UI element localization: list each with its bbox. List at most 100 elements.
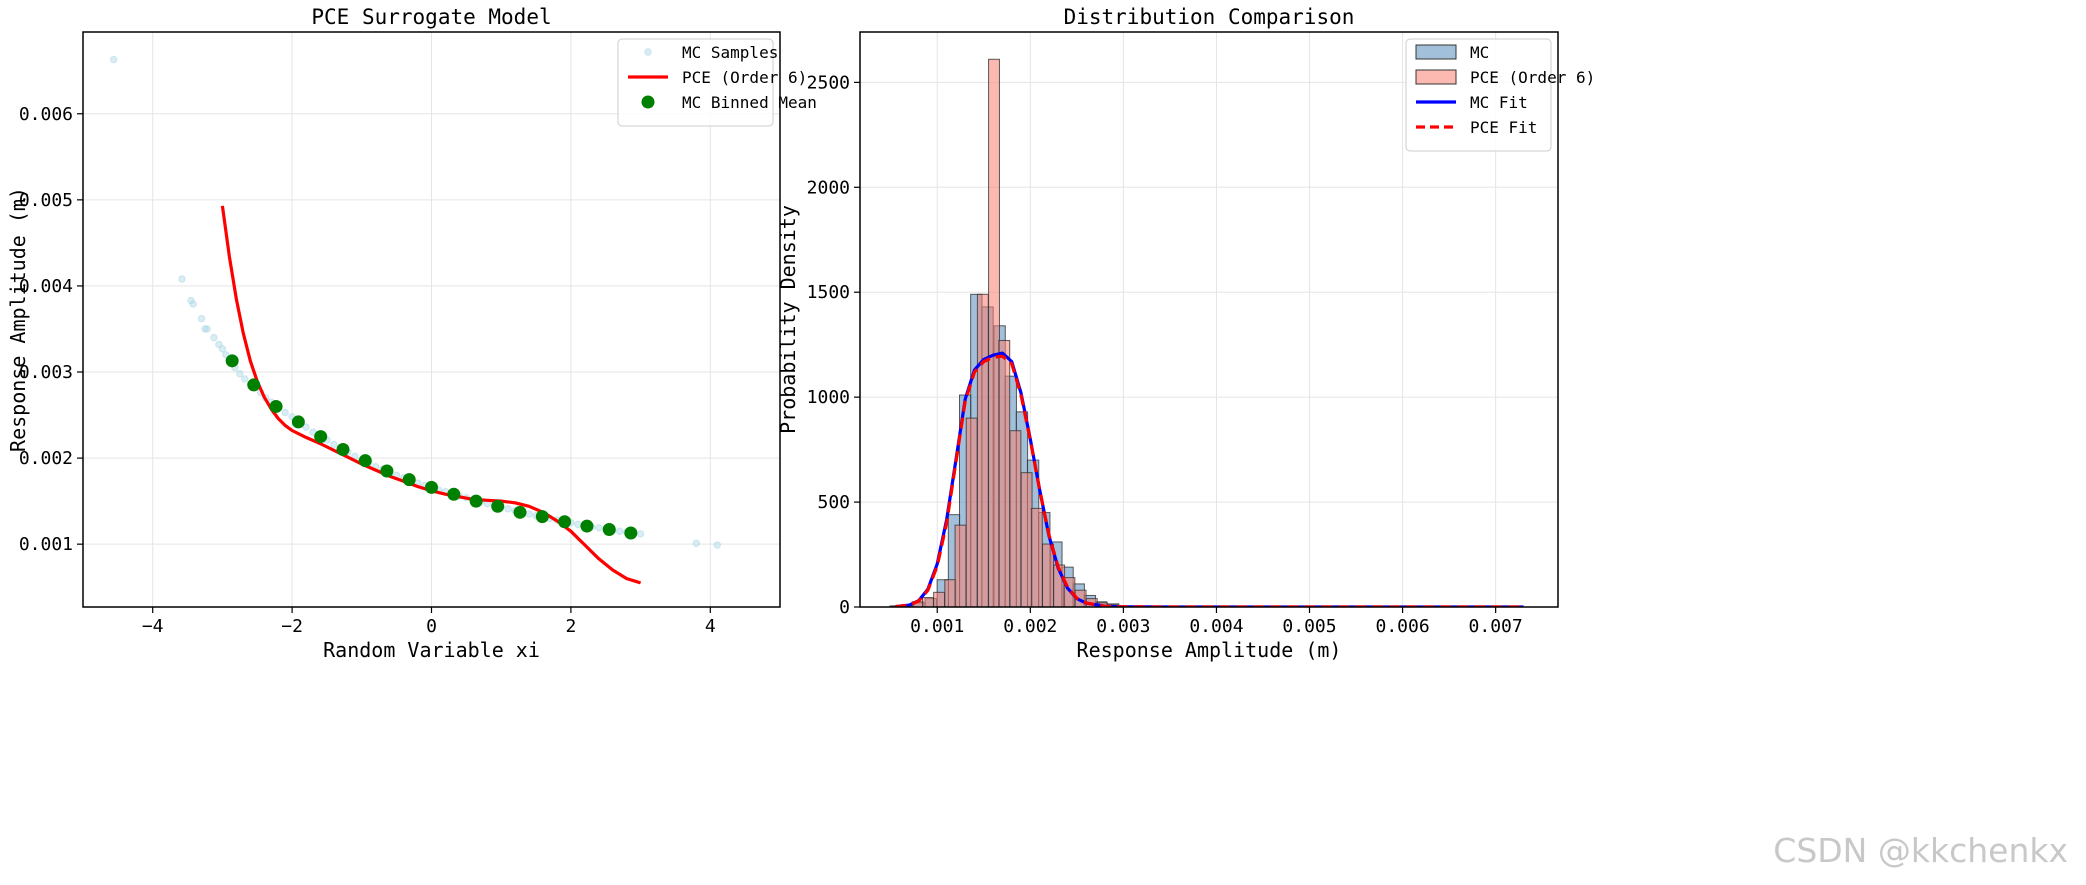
mc-binned-mean-point	[358, 454, 372, 468]
x-tick-label: −4	[142, 616, 164, 637]
legend: MC PCE (Order 6) MC Fit PCE Fit	[1405, 38, 1595, 152]
mc-binned-mean-point	[624, 526, 638, 540]
y-axis-label: Response Amplitude (m)	[6, 187, 30, 452]
mc-binned-mean-point	[580, 519, 594, 533]
mc-binned-mean-point	[336, 442, 350, 456]
y-tick-label: 500	[817, 492, 850, 513]
grid	[83, 32, 780, 607]
legend: MC Samples PCE (Order 6) MC Binned Mean	[617, 38, 817, 127]
mc-sample-point	[241, 375, 249, 383]
legend-label: MC	[1470, 43, 1489, 62]
legend-marker	[1415, 69, 1457, 85]
mc-binned-mean-point	[469, 494, 483, 508]
mc-sample-point	[203, 325, 211, 333]
mc-binned-mean-point	[513, 505, 527, 519]
mc-binned-mean-point	[225, 354, 239, 368]
x-tick-label: 0.007	[1469, 616, 1523, 637]
pce-surrogate-panel: −4 −2 0 2 4 0.001 0.002 0.003 0.004 0.005 0.006 PC…	[6, 5, 817, 662]
mc-sample-point	[574, 520, 582, 529]
mc-sample-point	[236, 370, 244, 378]
plot-marks	[889, 58, 1524, 607]
mc-binned-mean-point	[402, 473, 416, 487]
y-tick-label: 2000	[807, 177, 850, 198]
mc-binned-mean-point	[602, 523, 616, 537]
legend-label: MC Samples	[682, 43, 778, 62]
pce-histogram-bar	[1030, 507, 1043, 607]
pce-histogram-bar	[954, 524, 967, 607]
legend-marker	[644, 48, 652, 56]
legend-box	[1405, 38, 1552, 152]
chart-title: PCE Surrogate Model	[311, 5, 551, 29]
mc-sample-point	[692, 539, 701, 548]
x-tick-label: 0	[426, 616, 437, 637]
legend-marker	[1415, 44, 1457, 60]
mc-binned-mean-point	[314, 430, 328, 444]
x-axis-label: Random Variable xi	[323, 638, 540, 662]
pce-histogram-bar	[933, 591, 946, 607]
mc-sample-point	[636, 530, 645, 538]
y-tick-label: 0	[839, 597, 850, 618]
y-tick-label: 0.006	[19, 104, 73, 125]
mc-sample-point	[615, 527, 624, 535]
mc-sample-point	[595, 524, 603, 532]
mc-sample-point	[210, 333, 218, 342]
mc-binned-mean-point	[535, 510, 549, 524]
mc-binned-mean-point	[425, 480, 438, 494]
x-tick-label: 0.002	[1003, 616, 1057, 637]
legend-label: PCE (Order 6)	[682, 68, 807, 87]
tick-labels: −4 −2 0 2 4 0.001 0.002 0.003 0.004 0.005 0.006	[19, 104, 716, 637]
pce-histogram-bar	[944, 579, 957, 607]
legend-box	[617, 38, 774, 127]
x-axis-label: Response Amplitude (m)	[1077, 638, 1342, 662]
legend-label: PCE (Order 6)	[1470, 68, 1595, 87]
mc-sample-point	[330, 440, 338, 449]
y-tick-label: 0.004	[19, 276, 73, 297]
y-tick-label: 2500	[807, 72, 850, 93]
mc-sample-point	[178, 275, 186, 283]
mc-sample-point	[197, 314, 206, 323]
mc-sample-point	[281, 408, 289, 417]
mc-binned-mean-point	[247, 378, 261, 392]
x-tick-label: 0.001	[910, 616, 964, 637]
axes-frame	[859, 31, 1559, 608]
tick-labels: 0.001 0.002 0.003 0.004 0.005 0.006 0.007 0 500 1…	[807, 72, 1523, 637]
y-tick-label: 0.002	[19, 448, 73, 469]
distribution-comparison-panel: 0.001 0.002 0.003 0.004 0.005 0.006 0.007 0 500 1…	[776, 5, 1595, 662]
mc-sample-point	[109, 55, 118, 64]
pce-histogram-bar	[988, 58, 1000, 607]
legend-label: MC Fit	[1470, 93, 1528, 112]
y-axis-label: Probability Density	[776, 205, 800, 434]
x-tick-label: 0.004	[1189, 616, 1243, 637]
x-tick-label: 0.005	[1282, 616, 1336, 637]
pce-histogram-bar	[976, 293, 989, 607]
mc-binned-mean-point	[491, 499, 505, 513]
y-tick-label: 0.001	[19, 534, 73, 555]
mc-binned-mean-point	[558, 515, 572, 529]
pce-histogram-bar	[1020, 472, 1033, 607]
pce-histogram-bar	[998, 339, 1011, 607]
mc-sample-point	[201, 325, 209, 333]
chart-title: Distribution Comparison	[1064, 5, 1355, 29]
x-tick-label: 0.006	[1375, 616, 1429, 637]
watermark: CSDN @kkchenkx	[1773, 831, 2068, 870]
legend-marker	[641, 95, 655, 109]
plot-marks	[109, 55, 721, 585]
mc-sample-point	[302, 423, 310, 431]
mc-sample-point	[189, 300, 197, 308]
x-tick-label: −2	[281, 616, 303, 637]
legend-label: MC Binned Mean	[682, 93, 817, 112]
x-tick-label: 2	[565, 616, 576, 637]
mc-binned-mean-point	[380, 464, 394, 478]
mc-sample-point	[504, 505, 512, 513]
pce-histogram-bar	[965, 417, 978, 607]
y-tick-label: 1000	[807, 387, 850, 408]
pce-fit-curve	[895, 354, 1524, 607]
x-tick-label: 0.003	[1096, 616, 1150, 637]
pce-histogram-bar	[1042, 543, 1054, 607]
y-tick-label: 1500	[807, 282, 850, 303]
mc-sample-point	[525, 510, 533, 518]
pce-histogram-bar	[921, 597, 934, 607]
mc-binned-mean-point	[269, 399, 283, 413]
y-tick-label: 0.003	[19, 362, 73, 383]
